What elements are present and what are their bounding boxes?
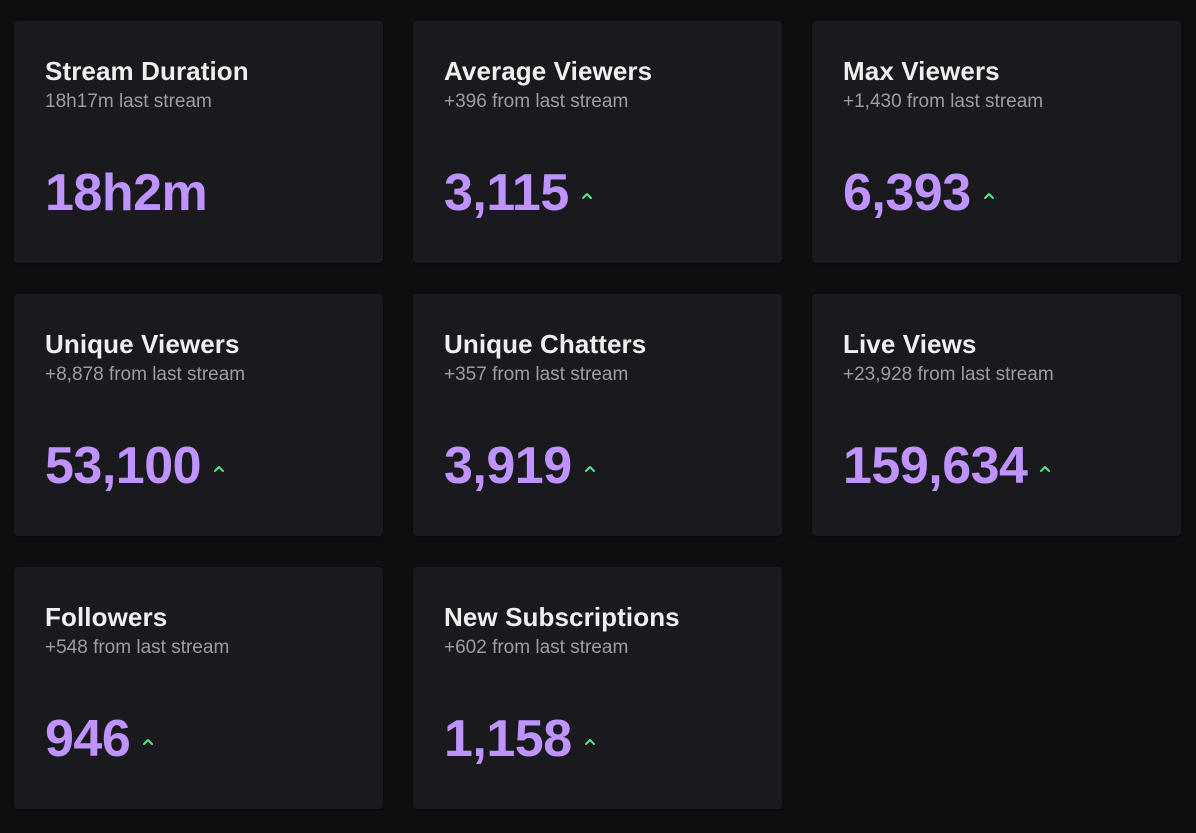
stat-card-max-viewers: Max Viewers +1,430 from last stream 6,39…	[812, 21, 1181, 263]
stat-subtitle: +602 from last stream	[444, 637, 629, 658]
trend-up-icon	[1040, 466, 1051, 472]
stat-value: 6,393	[843, 164, 971, 222]
trend-up-icon	[214, 466, 225, 472]
stat-value-row: 159,634	[843, 434, 1053, 498]
trend-up-icon	[983, 193, 994, 199]
stat-card-unique-viewers: Unique Viewers +8,878 from last stream 5…	[14, 294, 383, 536]
stat-title: New Subscriptions	[444, 602, 680, 632]
stat-card-live-views: Live Views +23,928 from last stream 159,…	[812, 294, 1181, 536]
trend-up-icon	[584, 466, 595, 472]
stat-value-row: 18h2m	[45, 161, 208, 225]
stat-title: Followers	[45, 602, 168, 632]
stat-value: 946	[45, 710, 131, 768]
stat-title: Unique Viewers	[45, 329, 240, 359]
stat-title: Live Views	[843, 329, 977, 359]
stat-value-row: 946	[45, 707, 156, 771]
stat-subtitle: +1,430 from last stream	[843, 91, 1044, 112]
stat-card-followers: Followers +548 from last stream 946	[14, 567, 383, 809]
stat-title: Stream Duration	[45, 56, 249, 86]
stat-value: 1,158	[444, 710, 572, 768]
stat-subtitle: +8,878 from last stream	[45, 364, 246, 385]
stat-value-row: 3,919	[444, 434, 598, 498]
trend-up-icon	[584, 739, 595, 745]
stat-subtitle: +23,928 from last stream	[843, 364, 1054, 385]
stat-card-unique-chatters: Unique Chatters +357 from last stream 3,…	[413, 294, 782, 536]
stat-title: Average Viewers	[444, 56, 653, 86]
stats-grid: Stream Duration 18h17m last stream 18h2m…	[14, 21, 1181, 809]
stat-subtitle: +357 from last stream	[444, 364, 629, 385]
trend-up-icon	[581, 193, 592, 199]
stat-card-average-viewers: Average Viewers +396 from last stream 3,…	[413, 21, 782, 263]
stat-value: 159,634	[843, 437, 1028, 495]
stat-value-row: 3,115	[444, 161, 595, 225]
stat-value: 3,115	[444, 164, 569, 222]
stat-title: Max Viewers	[843, 56, 1000, 86]
stat-subtitle: +548 from last stream	[45, 637, 230, 658]
stat-value-row: 1,158	[444, 707, 598, 771]
stat-card-stream-duration: Stream Duration 18h17m last stream 18h2m	[14, 21, 383, 263]
stat-subtitle: +396 from last stream	[444, 91, 629, 112]
stat-subtitle: 18h17m last stream	[45, 91, 212, 112]
stat-value: 18h2m	[45, 164, 208, 222]
trend-up-icon	[143, 739, 154, 745]
stat-value: 53,100	[45, 437, 202, 495]
stat-title: Unique Chatters	[444, 329, 647, 359]
stat-value: 3,919	[444, 437, 572, 495]
stat-card-new-subscriptions: New Subscriptions +602 from last stream …	[413, 567, 782, 809]
stat-value-row: 53,100	[45, 434, 227, 498]
stat-value-row: 6,393	[843, 161, 997, 225]
